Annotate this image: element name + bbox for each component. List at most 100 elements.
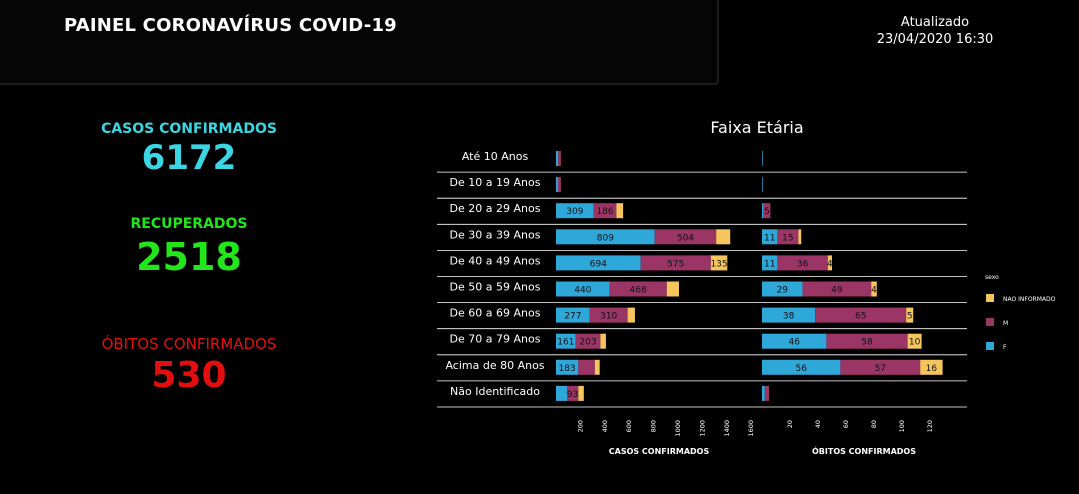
cases-bar-label: 135 — [710, 259, 727, 269]
kpi-deaths-value: 530 — [151, 355, 227, 396]
cases-bar-label: 310 — [600, 312, 617, 322]
cases-bar-nao-informado — [710, 255, 728, 271]
deaths-bar-label: 36 — [797, 259, 809, 269]
cases-bar-label: 504 — [677, 233, 694, 243]
deaths-bar-label: 5 — [907, 312, 913, 322]
cases-tick-label: 1000 — [674, 420, 682, 437]
cases-bar-nao-informado — [716, 229, 731, 245]
cases-bar-label: 694 — [590, 259, 607, 269]
category-label: Até 10 Anos — [462, 150, 529, 163]
cases-bar-label: 93 — [567, 390, 578, 400]
deaths-bar-label: 38 — [783, 312, 795, 322]
legend-title: sexo — [985, 274, 999, 281]
cases-bar-f — [556, 385, 567, 401]
deaths-bar-f — [762, 307, 816, 323]
deaths-tick-label: 20 — [786, 420, 794, 428]
kpi-recovered[interactable]: RECUPERADOS 2518 — [60, 216, 318, 276]
deaths-bar-label: 49 — [831, 286, 843, 296]
category-label: De 20 a 29 Anos — [450, 202, 541, 215]
category-label: De 50 a 59 Anos — [450, 281, 541, 294]
cases-bar-m — [609, 281, 667, 297]
category-label: De 40 a 49 Anos — [450, 254, 541, 267]
deaths-tick-label: 60 — [842, 420, 850, 428]
cases-bar-m — [575, 333, 601, 349]
cases-bar-m — [593, 203, 617, 219]
deaths-bar-label: 5 — [764, 207, 770, 217]
cases-bar-m — [654, 229, 717, 245]
deaths-bar-m — [777, 229, 799, 245]
deaths-bar-nao-informado — [798, 229, 802, 245]
cases-bar-m — [558, 151, 561, 166]
deaths-tick-label: 120 — [926, 420, 934, 432]
deaths-bar-f — [762, 333, 827, 349]
updated-label: Atualizado — [900, 15, 970, 30]
cases-bar-f — [556, 203, 594, 219]
category-label: De 60 a 69 Anos — [450, 307, 541, 320]
cases-axis-title: CASOS CONFIRMADOS — [609, 447, 710, 456]
cases-bar-nao-informado — [594, 359, 600, 375]
chart-title: Faixa Etária — [710, 118, 804, 137]
deaths-bar-m — [815, 307, 907, 323]
cases-bar-f — [556, 307, 590, 323]
deaths-bar-m — [763, 203, 771, 219]
deaths-bar-f — [762, 281, 803, 297]
legend-swatch-f — [986, 342, 994, 350]
legend-label-f: F — [1003, 344, 1007, 351]
deaths-bar-label: 56 — [795, 364, 807, 374]
deaths-bar-f — [762, 359, 841, 375]
cases-tick-label: 600 — [625, 420, 633, 432]
deaths-tick-label: 100 — [898, 420, 906, 432]
deaths-bar-nao-informado — [907, 333, 922, 349]
deaths-bar-nao-informado — [827, 255, 832, 271]
deaths-bar-label: 15 — [782, 233, 793, 243]
deaths-bar-label: 11 — [764, 233, 775, 243]
page-title: PAINEL CORONAVÍRUS COVID-19 — [64, 15, 397, 36]
deaths-bar-label: 57 — [875, 364, 886, 374]
cases-tick-label: 800 — [650, 420, 658, 432]
cases-tick-label: 1600 — [747, 420, 755, 437]
cases-bar-nao-informado — [666, 281, 679, 297]
deaths-bar-nao-informado — [920, 359, 943, 375]
cases-bar-m — [578, 359, 595, 375]
cases-bar-label: 309 — [566, 207, 583, 217]
cases-bar-label: 575 — [667, 259, 684, 269]
cases-bar-f — [556, 255, 641, 271]
deaths-bar-label: 10 — [909, 338, 921, 348]
cases-bar-f — [556, 229, 655, 245]
deaths-tick-label: 80 — [870, 420, 878, 428]
category-label: De 10 a 19 Anos — [450, 176, 541, 189]
cases-bar-label: 809 — [597, 233, 614, 243]
legend-swatch-m — [986, 318, 994, 326]
cases-bar-label: 203 — [579, 338, 596, 348]
cases-bar-nao-informado — [578, 385, 584, 401]
category-label: De 70 a 79 Anos — [450, 333, 541, 346]
cases-bar-label: 183 — [559, 364, 576, 374]
legend-label-m: M — [1003, 320, 1008, 327]
cases-bar-label: 277 — [564, 312, 581, 322]
kpi-recovered-value: 2518 — [136, 235, 242, 279]
cases-bar-m — [557, 177, 561, 193]
cases-tick-label: 200 — [576, 420, 584, 432]
kpi-confirmed-cases[interactable]: CASOS CONFIRMADOS 6172 — [60, 121, 318, 175]
deaths-bar-f — [762, 229, 778, 245]
category-label: De 30 a 39 Anos — [450, 228, 541, 241]
deaths-bar-nao-informado — [906, 307, 914, 323]
cases-tick-label: 400 — [601, 420, 609, 432]
cases-bar-f — [556, 333, 576, 349]
deaths-bar-label: 65 — [855, 312, 866, 322]
cases-bar-m — [640, 255, 711, 271]
cases-bar-label: 468 — [630, 286, 647, 296]
kpi-confirmed-label: CASOS CONFIRMADOS — [101, 121, 277, 137]
kpi-recovered-label: RECUPERADOS — [130, 216, 248, 232]
kpi-deaths-label: ÓBITOS CONFIRMADOS — [101, 335, 277, 353]
legend-swatch-n — [986, 294, 994, 302]
deaths-bar-f — [762, 151, 763, 166]
deaths-bar-f — [762, 177, 763, 193]
cases-bar-nao-informado — [627, 307, 635, 323]
deaths-bar-nao-informado — [871, 281, 877, 297]
deaths-bar-m — [764, 385, 769, 401]
last-updated: Atualizado 23/04/2020 16:30 — [860, 14, 1010, 48]
deaths-bar-m — [826, 333, 908, 349]
kpi-confirmed-deaths[interactable]: ÓBITOS CONFIRMADOS 530 — [60, 335, 318, 394]
